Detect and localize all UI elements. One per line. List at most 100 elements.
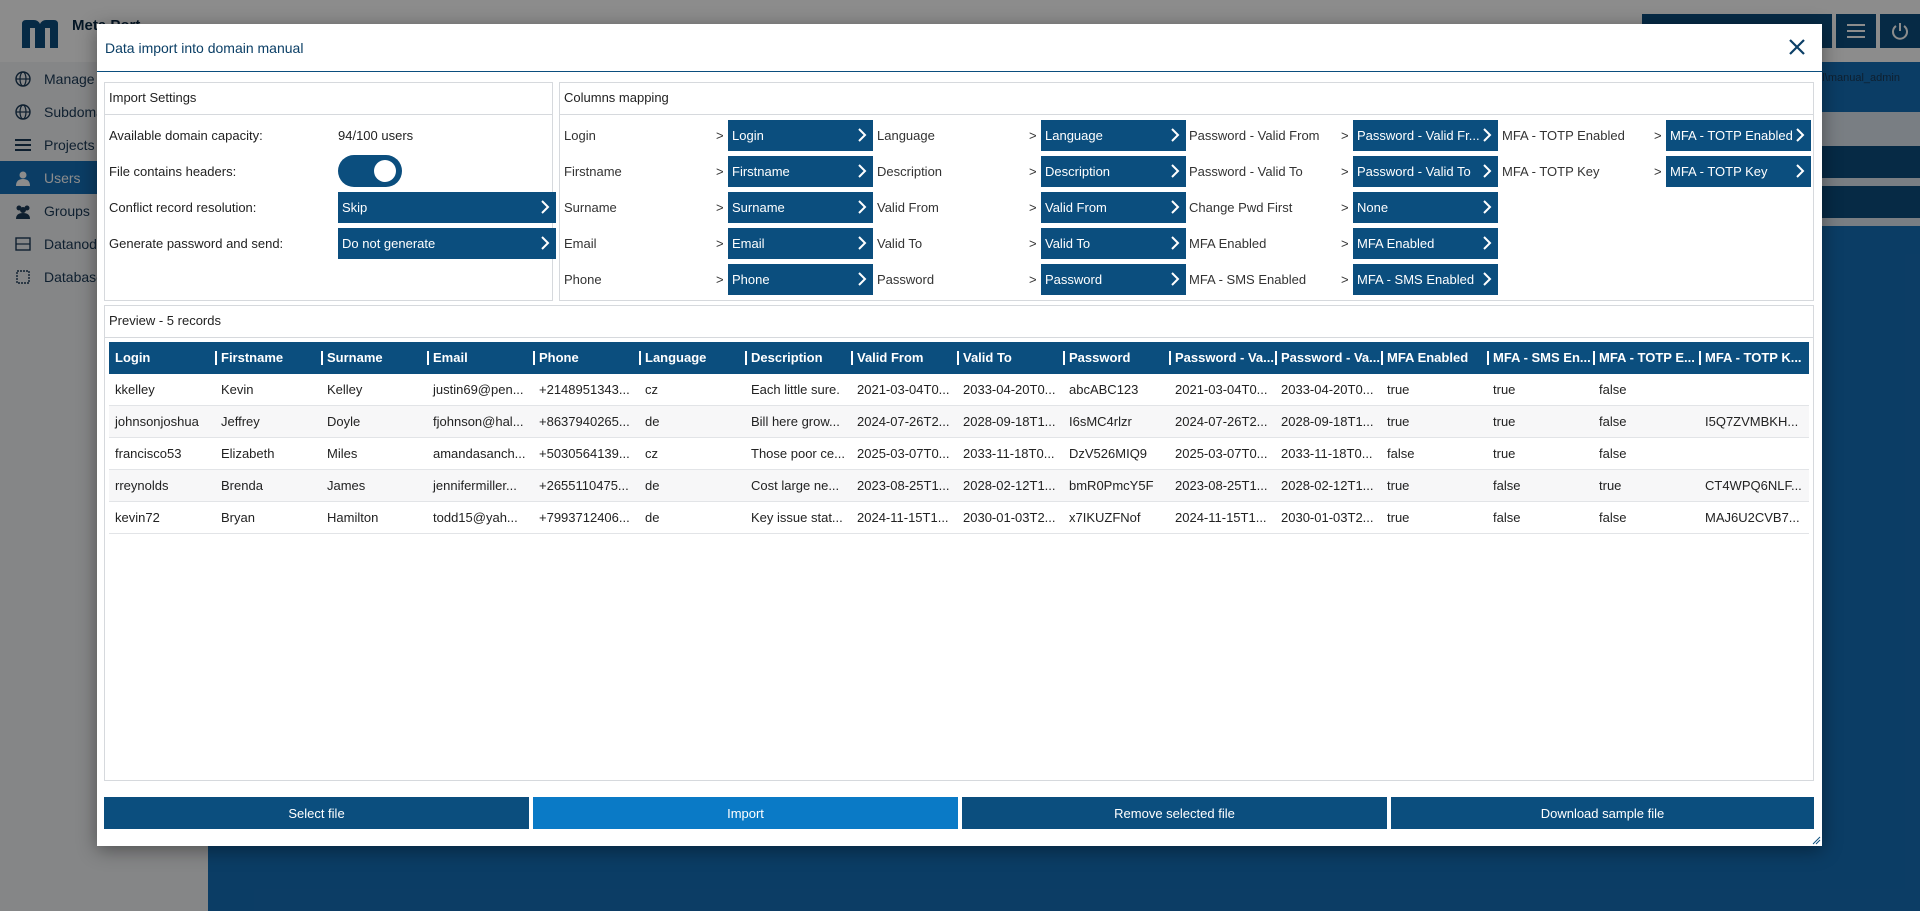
- sidebar-item-projects[interactable]: Projects: [0, 128, 208, 161]
- table-cell: x7IKUZFNof: [1069, 510, 1141, 525]
- resize-grip-icon[interactable]: [1811, 835, 1821, 845]
- column-header[interactable]: Email: [427, 342, 533, 374]
- select-file-button[interactable]: Select file: [104, 797, 529, 829]
- table-cell: Elizabeth: [221, 446, 275, 461]
- table-cell: true: [1599, 478, 1622, 493]
- column-header[interactable]: Valid To: [957, 342, 1063, 374]
- close-icon[interactable]: [1784, 34, 1810, 60]
- import-button[interactable]: Import: [533, 797, 958, 829]
- column-header[interactable]: MFA - TOTP E...: [1593, 342, 1699, 374]
- mapping-arrow: >: [1029, 164, 1037, 179]
- mapping-select[interactable]: Login: [728, 120, 873, 151]
- chevron-right-icon: [541, 236, 550, 250]
- table-cell: jennifermiller...: [433, 478, 517, 493]
- mapping-select[interactable]: MFA Enabled: [1353, 228, 1498, 259]
- column-header[interactable]: Password - Va...: [1169, 342, 1275, 374]
- sidebar-item-subdoma[interactable]: Subdoma: [0, 95, 208, 128]
- chevron-right-icon: [1171, 164, 1180, 178]
- sidebar-item-label: Database: [44, 268, 104, 285]
- mapping-select[interactable]: MFA - SMS Enabled: [1353, 264, 1498, 295]
- mapping-arrow: >: [1341, 164, 1349, 179]
- right-panel-button-1[interactable]: [1822, 146, 1920, 178]
- column-header[interactable]: MFA - SMS En...: [1487, 342, 1593, 374]
- column-header[interactable]: MFA - TOTP K...: [1699, 342, 1809, 374]
- mapping-select[interactable]: Email: [728, 228, 873, 259]
- column-header[interactable]: Description: [745, 342, 851, 374]
- column-header[interactable]: Phone: [533, 342, 639, 374]
- sidebar-item-datanode[interactable]: Datanode: [0, 227, 208, 260]
- column-header[interactable]: MFA Enabled: [1381, 342, 1487, 374]
- column-header[interactable]: Firstname: [215, 342, 321, 374]
- table-cell: 2023-08-25T1...: [1175, 478, 1268, 493]
- table-cell: Brenda: [221, 478, 263, 493]
- mapping-select[interactable]: None: [1353, 192, 1498, 223]
- column-header-label: MFA - TOTP E...: [1599, 350, 1695, 365]
- table-row[interactable]: francisco53 Elizabeth Miles amandasanch... +…: [109, 438, 1809, 470]
- sidebar-item-label: Datanode: [44, 235, 105, 252]
- remove-file-button[interactable]: Remove selected file: [962, 797, 1387, 829]
- mapping-select[interactable]: Password: [1041, 264, 1186, 295]
- globe-icon: [14, 70, 32, 88]
- password-select[interactable]: Do not generate: [338, 228, 556, 259]
- power-button[interactable]: [1880, 14, 1920, 48]
- table-row[interactable]: kevin72 Bryan Hamilton todd15@yah... +799371…: [109, 502, 1809, 534]
- password-select-value: Do not generate: [342, 236, 436, 251]
- mapping-select[interactable]: Description: [1041, 156, 1186, 187]
- table-cell: 2028-09-18T1...: [963, 414, 1056, 429]
- columns-mapping-title: Columns mapping: [560, 83, 1813, 115]
- table-cell: true: [1387, 382, 1410, 397]
- column-header[interactable]: Login: [109, 342, 215, 374]
- mapping-select[interactable]: Surname: [728, 192, 873, 223]
- sidebar-item-groups[interactable]: Groups: [0, 194, 208, 227]
- mapping-arrow: >: [1029, 128, 1037, 143]
- table-cell: Cost large ne...: [751, 478, 840, 493]
- table-cell: cz: [645, 382, 658, 397]
- right-panel-button-2[interactable]: [1822, 186, 1920, 218]
- table-cell: 2024-11-15T1...: [857, 510, 949, 525]
- mapping-select[interactable]: MFA - TOTP Key: [1666, 156, 1811, 187]
- mapping-select[interactable]: Phone: [728, 264, 873, 295]
- mapping-select[interactable]: Valid From: [1041, 192, 1186, 223]
- sidebar-item-database[interactable]: Database: [0, 260, 208, 293]
- mapping-select[interactable]: Password - Valid Fr...: [1353, 120, 1498, 151]
- mapping-row: Language > Language: [873, 120, 1186, 152]
- table-cell: de: [645, 414, 660, 429]
- mapping-select[interactable]: Firstname: [728, 156, 873, 187]
- mapping-field-label: Phone: [564, 272, 602, 287]
- column-header[interactable]: Password - Va...: [1275, 342, 1381, 374]
- menu-icon: [1847, 24, 1865, 38]
- table-cell: I5Q7ZVMBKH...: [1705, 414, 1799, 429]
- mapping-row: Surname > Surname: [560, 192, 873, 224]
- table-row[interactable]: johnsonjoshua Jeffrey Doyle fjohnson@hal...…: [109, 406, 1809, 438]
- datanode-icon: [14, 235, 32, 253]
- column-header[interactable]: Password: [1063, 342, 1169, 374]
- table-cell: 2033-04-20T0...: [1281, 382, 1374, 397]
- chevron-right-icon: [1483, 236, 1492, 250]
- mapping-select[interactable]: MFA - TOTP Enabled: [1666, 120, 1811, 151]
- mapping-select[interactable]: Language: [1041, 120, 1186, 151]
- column-header[interactable]: Language: [639, 342, 745, 374]
- table-row[interactable]: kkelley Kevin Kelley justin69@pen... +214895…: [109, 374, 1809, 406]
- table-cell: DzV526MIQ9: [1069, 446, 1148, 461]
- column-header[interactable]: Surname: [321, 342, 427, 374]
- table-cell: CT4WPQ6NLF...: [1705, 478, 1802, 493]
- mapping-arrow: >: [1654, 128, 1662, 143]
- mapping-select[interactable]: Password - Valid To: [1353, 156, 1498, 187]
- table-cell: Doyle: [327, 414, 361, 429]
- download-sample-button[interactable]: Download sample file: [1391, 797, 1814, 829]
- mapping-row: Login > Login: [560, 120, 873, 152]
- conflict-select[interactable]: Skip: [338, 192, 556, 223]
- table-cell: bmR0PmcY5F: [1069, 478, 1154, 493]
- mapping-select[interactable]: Valid To: [1041, 228, 1186, 259]
- column-header[interactable]: Valid From: [851, 342, 957, 374]
- sidebar-item-manage[interactable]: Manage: [0, 62, 208, 95]
- menu-button[interactable]: [1836, 14, 1876, 48]
- chevron-right-icon: [858, 128, 867, 142]
- table-row[interactable]: rreynolds Brenda James jennifermiller... +26…: [109, 470, 1809, 502]
- headers-toggle[interactable]: [338, 155, 402, 187]
- mapping-arrow: >: [1029, 236, 1037, 251]
- chevron-right-icon: [1171, 128, 1180, 142]
- chevron-right-icon: [1483, 128, 1492, 142]
- database-icon: [14, 268, 32, 286]
- table-cell: 2021-03-04T0...: [857, 382, 950, 397]
